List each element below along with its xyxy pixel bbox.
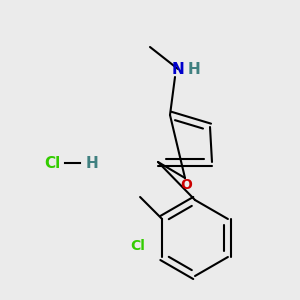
Text: O: O — [180, 178, 192, 192]
Text: H: H — [188, 61, 200, 76]
Text: N: N — [172, 61, 184, 76]
Text: H: H — [85, 155, 98, 170]
Text: Cl: Cl — [44, 155, 60, 170]
Text: Cl: Cl — [130, 239, 146, 253]
